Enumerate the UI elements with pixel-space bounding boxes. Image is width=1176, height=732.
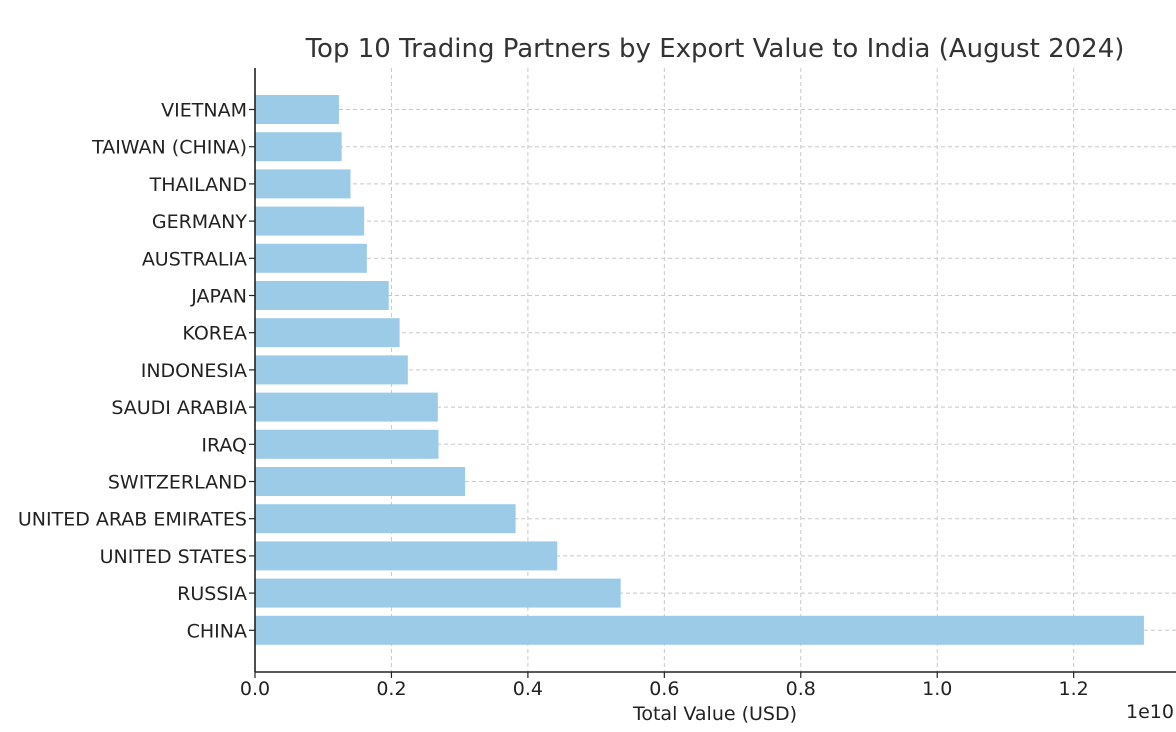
x-tick-label: 1.0 [922,678,952,700]
bar-taiwan-china [255,132,342,162]
y-tick-label: UNITED ARAB EMIRATES [18,509,247,531]
bar-saudi-arabia [255,392,438,422]
bar-thailand [255,169,351,199]
bar-united-arab-emirates [255,504,516,534]
x-tick-label: 0.0 [240,678,270,700]
y-tick-label: VIETNAM [161,100,247,122]
x-tick-label: 0.2 [376,678,406,700]
x-tick-label: 1.2 [1059,678,1089,700]
y-tick-label: JAPAN [190,286,247,308]
y-tick-label: UNITED STATES [100,546,247,568]
x-tick-label: 0.4 [513,678,543,700]
bar-indonesia [255,355,408,385]
bar-japan [255,281,389,310]
y-tick-label: SAUDI ARABIA [111,397,247,419]
x-axis-scale-note: 1e10 [1126,701,1174,723]
y-tick-label: GERMANY [152,211,248,233]
y-tick-label: THAILAND [149,174,247,196]
bar-australia [255,243,367,273]
y-tick-label: AUSTRALIA [142,248,247,270]
y-tick-label: RUSSIA [177,583,247,605]
y-tick-label: TAIWAN (CHINA) [91,137,247,159]
y-tick-label: INDONESIA [141,360,247,382]
bar-united-states [255,541,558,571]
x-axis-label: Total Value (USD) [632,703,797,725]
y-tick-label: IRAQ [201,434,247,456]
bar-russia [255,578,621,608]
bar-iraq [255,429,439,459]
bar-vietnam [255,95,339,124]
bar-germany [255,206,365,236]
y-tick-label: SWITZERLAND [108,472,247,494]
bar-china [255,615,1144,645]
bar-layer [255,95,1144,645]
y-tick-label: CHINA [187,620,247,642]
bar-korea [255,318,400,348]
bar-switzerland [255,467,466,496]
y-tick-label: KOREA [182,323,247,345]
x-tick-label: 0.8 [786,678,816,700]
chart-title: Top 10 Trading Partners by Export Value … [305,34,1125,64]
x-tick-label: 0.6 [649,678,679,700]
axis-layer: 0.0 0.2 0.4 0.6 0.8 1.0 1.2 VIETNAM TAIWAN (CHIN… [18,68,1176,700]
